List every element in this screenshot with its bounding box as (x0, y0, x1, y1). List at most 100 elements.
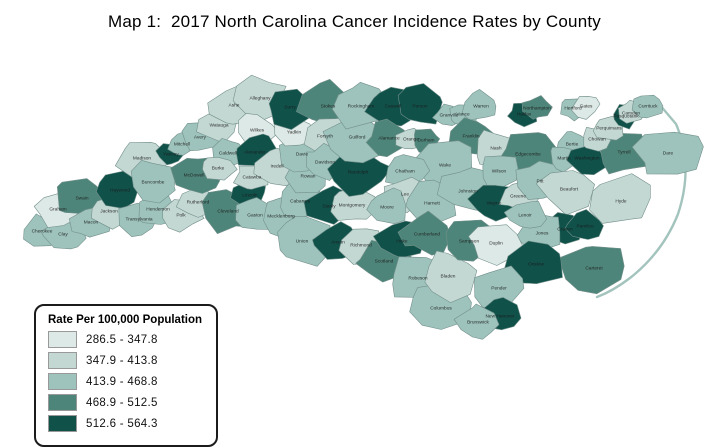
county-label-carteret: Carteret (585, 266, 603, 272)
county-label-cleveland: Cleveland (217, 209, 239, 215)
county-label-currituck: Currituck (638, 104, 658, 110)
county-label-macon: Macon (84, 220, 99, 226)
county-label-ashe: Ashe (229, 103, 240, 109)
county-label-union: Union (296, 239, 309, 245)
county-label-gaston: Gaston (247, 213, 263, 219)
county-label-wilson: Wilson (492, 169, 507, 175)
county-label-caldwell: Caldwell (219, 151, 237, 157)
county-label-franklin: Franklin (462, 134, 479, 140)
county-label-brunswick: Brunswick (467, 320, 489, 326)
county-label-montgomery: Montgomery (339, 203, 366, 209)
county-label-alexander: Alexander (244, 150, 266, 156)
county-label-stokes: Stokes (321, 104, 336, 110)
county-label-randolph: Randolph (348, 170, 369, 176)
county-label-graham: Graham (49, 207, 66, 213)
county-label-anson: Anson (331, 240, 345, 246)
county-label-rockingham: Rockingham (348, 104, 375, 110)
legend-label-class3: 413.9 - 468.8 (86, 375, 158, 388)
county-label-warren: Warren (473, 104, 489, 110)
county-label-chowan: Chowan (588, 137, 606, 143)
county-label-columbus: Columbus (430, 306, 452, 312)
county-label-hyde: Hyde (615, 199, 627, 205)
county-label-surry: Surry (284, 105, 296, 111)
county-label-camden: Camden (622, 111, 640, 117)
county-label-stanly: Stanly (322, 204, 336, 210)
county-label-tyrrell: Tyrrell (617, 150, 630, 156)
county-label-vance: Vance (456, 112, 470, 118)
county-label-transylvania: Transylvania (125, 217, 152, 223)
county-label-clay: Clay (58, 232, 68, 238)
county-label-swain: Swain (75, 196, 88, 202)
county-beaufort (535, 170, 595, 216)
county-label-bladen: Bladen (441, 274, 456, 280)
county-label-hertford: Hertford (564, 106, 582, 112)
county-moore (366, 187, 407, 224)
county-warren (461, 89, 497, 121)
county-person (397, 83, 443, 125)
county-label-guilford: Guilford (349, 135, 366, 141)
county-label-harnett: Harnett (424, 201, 440, 207)
county-label-mitchell: Mitchell (174, 142, 190, 148)
county-label-cabarrus: Cabarrus (290, 199, 310, 205)
county-label-northampton: Northampton (523, 106, 551, 112)
county-label-alamance: Alamance (378, 136, 400, 142)
county-label-madison: Madison (133, 156, 151, 162)
county-label-greene: Greene (510, 194, 526, 200)
county-label-onslow: Onslow (528, 262, 545, 268)
county-label-dare: Dare (663, 151, 674, 157)
county-label-orange: Orange (403, 137, 419, 143)
county-label-forsyth: Forsyth (317, 134, 333, 140)
county-northampton (521, 95, 553, 120)
county-label-richmond: Richmond (350, 243, 372, 249)
county-label-mecklenburg: Mecklenburg (267, 214, 295, 220)
county-label-davie: Davie (296, 152, 309, 158)
county-tyrrell (599, 133, 648, 175)
county-label-cumberland: Cumberland (414, 232, 440, 238)
county-label-person: Person (412, 104, 428, 110)
county-union (277, 213, 331, 267)
county-label-perquimans: Perquimans (596, 126, 622, 132)
legend-row: 512.6 - 564.3 (48, 415, 206, 432)
county-label-jones: Jones (536, 231, 549, 237)
county-label-pasquotank: Pasquotank (613, 114, 639, 120)
county-label-duplin: Duplin (489, 241, 503, 247)
county-label-halifax: Halifax (517, 112, 532, 118)
county-wilson (482, 155, 519, 190)
county-label-new-hanover: New Hanover (485, 314, 514, 320)
county-label-rowan: Rowan (301, 174, 316, 180)
county-label-wake: Wake (439, 163, 451, 169)
legend-row: 286.5 - 347.8 (48, 331, 206, 348)
county-label-polk: Polk (176, 213, 186, 219)
county-label-henderson: Henderson (146, 207, 170, 213)
county-label-craven: Craven (557, 227, 573, 233)
county-carteret (558, 246, 625, 295)
legend-swatch-class5 (48, 415, 77, 432)
legend-label-class5: 512.6 - 564.3 (86, 417, 158, 430)
county-label-wayne: Wayne (487, 201, 502, 207)
legend-row: 413.9 - 468.8 (48, 373, 206, 390)
map-title: Map 1: 2017 North Carolina Cancer Incide… (108, 12, 601, 31)
county-label-pender: Pender (491, 286, 507, 292)
legend-label-class1: 286.5 - 347.8 (86, 333, 158, 346)
county-pamlico (564, 209, 604, 240)
county-burke (202, 156, 238, 181)
county-polygons (23, 74, 704, 340)
county-label-yadkin: Yadkin (287, 130, 302, 136)
legend-swatch-class3 (48, 373, 77, 390)
county-label-jackson: Jackson (100, 209, 118, 215)
county-label-haywood: Haywood (110, 188, 130, 194)
legend-row: 347.9 - 413.8 (48, 352, 206, 369)
legend-swatch-class2 (48, 352, 77, 369)
county-label-edgecombe: Edgecombe (515, 152, 541, 158)
county-label-iredell: Iredell (270, 164, 283, 170)
county-gates (570, 96, 601, 120)
county-label-scotland: Scotland (375, 259, 394, 265)
county-brunswick (453, 303, 500, 340)
county-label-chatham: Chatham (395, 169, 414, 175)
county-dare (631, 131, 704, 175)
county-label-washington: Washington (574, 156, 599, 162)
county-label-granville: Granville (440, 113, 459, 119)
county-label-sampson: Sampson (459, 239, 480, 245)
county-label-yancey: Yancey (163, 152, 179, 158)
